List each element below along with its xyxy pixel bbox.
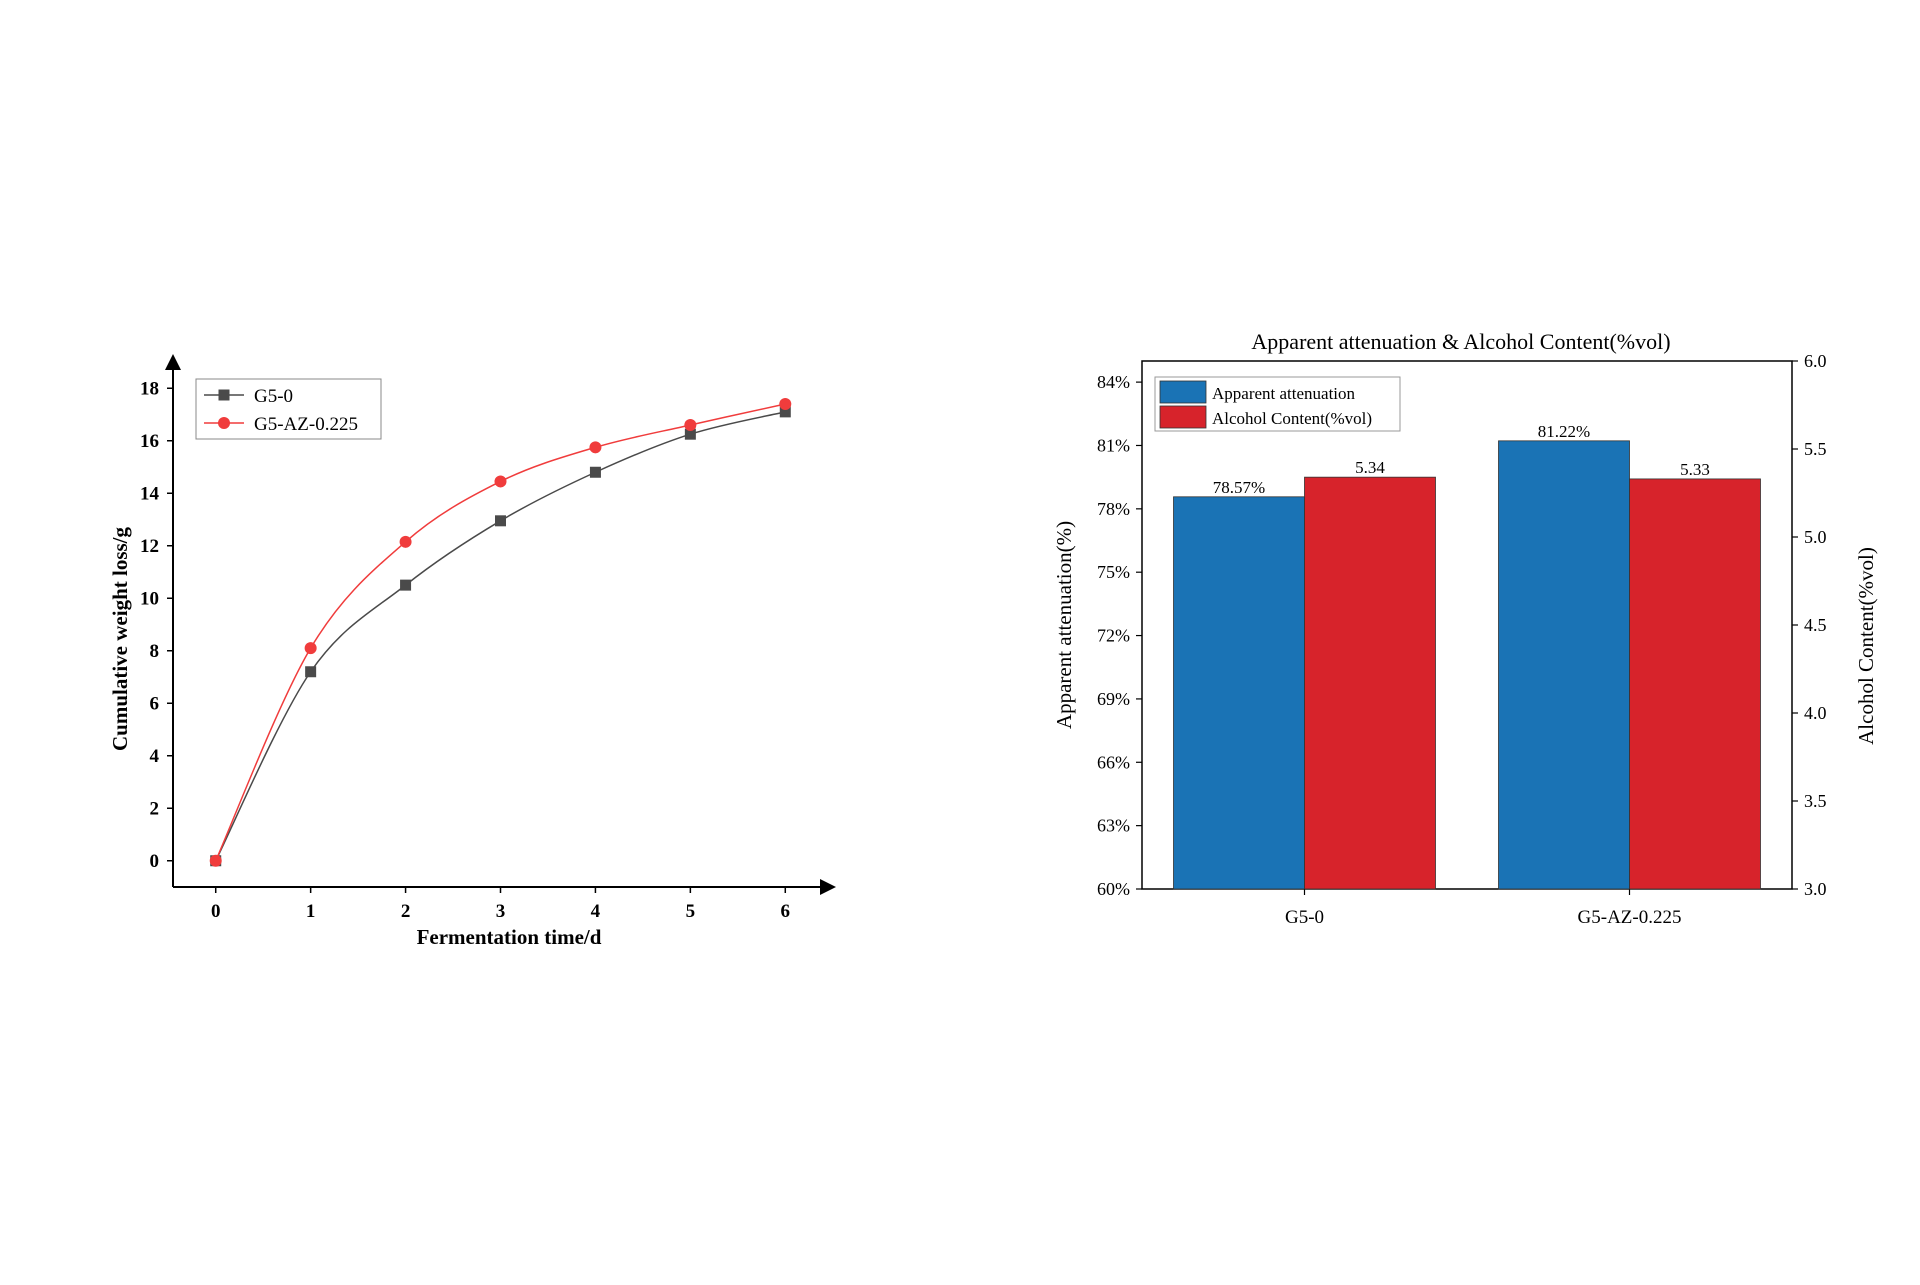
legend-label-g5-az: G5-AZ-0.225 xyxy=(254,414,358,435)
x-tick-label: G5-0 xyxy=(1285,907,1324,928)
data-point xyxy=(589,466,601,478)
bar-0-1 xyxy=(1498,440,1630,890)
y-tick-label: 10 xyxy=(140,588,159,609)
data-point xyxy=(779,406,791,418)
x-ticks: G5-0 G5-AZ-0.225 xyxy=(1285,889,1682,928)
data-point xyxy=(399,535,412,548)
right-tick-label: 3.0 xyxy=(1804,879,1827,899)
x-tick-label: 5 xyxy=(686,901,696,922)
y-tick-label: 12 xyxy=(140,536,159,557)
x-tick-label: 4 xyxy=(591,901,601,922)
legend: G5-0 G5-AZ-0.225 xyxy=(195,378,382,440)
right-tick-label: 5.5 xyxy=(1804,439,1827,459)
legend-swatch-alcohol xyxy=(1159,405,1207,429)
left-tick-label: 84% xyxy=(1097,372,1130,392)
x-axis-label: Fermentation time/d xyxy=(417,925,602,949)
y-tick-label: 14 xyxy=(140,483,160,504)
y-tick-label: 8 xyxy=(150,641,160,662)
left-tick-label: 69% xyxy=(1097,689,1130,709)
bar-1-0 xyxy=(1304,476,1436,890)
x-ticks: 0 1 2 3 4 5 6 xyxy=(211,887,790,922)
bar-chart: Apparent attenuation & Alcohol Content(%… xyxy=(1052,329,1878,928)
right-tick-label: 5.0 xyxy=(1804,527,1827,547)
y-ticks: 0 2 4 6 8 10 12 14 16 18 xyxy=(140,378,173,872)
left-tick-label: 60% xyxy=(1097,879,1130,899)
right-y-axis-label: Alcohol Content(%vol) xyxy=(1854,547,1878,745)
data-point xyxy=(494,475,507,488)
x-tick-label: G5-AZ-0.225 xyxy=(1578,907,1682,928)
bar-value-label: 78.57% xyxy=(1213,478,1265,497)
right-tick-label: 4.5 xyxy=(1804,615,1827,635)
series-line-0 xyxy=(215,411,786,862)
bar-1-1 xyxy=(1629,478,1761,890)
y-tick-label: 6 xyxy=(150,693,160,714)
legend-label-g5-0: G5-0 xyxy=(254,386,293,407)
legend-label-attenuation: Apparent attenuation xyxy=(1212,384,1356,403)
legend-marker-square xyxy=(218,389,230,401)
data-point xyxy=(304,642,317,655)
left-tick-label: 63% xyxy=(1097,816,1130,836)
series-group xyxy=(209,398,792,867)
right-y-ticks: 3.0 3.5 4.0 4.5 5.0 5.5 6.0 xyxy=(1792,351,1827,899)
left-tick-label: 72% xyxy=(1097,626,1130,646)
y-tick-label: 18 xyxy=(140,378,159,399)
data-point xyxy=(209,854,222,867)
y-axis-label: Cumulative weight loss/g xyxy=(108,527,132,752)
data-point xyxy=(305,666,317,678)
data-point xyxy=(495,515,506,527)
data-point xyxy=(779,398,792,410)
bar-value-label: 5.33 xyxy=(1680,460,1710,479)
right-tick-label: 6.0 xyxy=(1804,351,1827,371)
left-tick-label: 75% xyxy=(1097,562,1130,582)
left-tick-label: 81% xyxy=(1097,435,1130,455)
right-tick-label: 4.0 xyxy=(1804,703,1827,723)
bar-chart-title: Apparent attenuation & Alcohol Content(%… xyxy=(1251,329,1670,354)
legend-label-alcohol: Alcohol Content(%vol) xyxy=(1212,409,1372,428)
data-point xyxy=(684,419,697,431)
right-tick-label: 3.5 xyxy=(1804,791,1827,811)
bar-value-label: 81.22% xyxy=(1538,422,1590,441)
bar-0-0 xyxy=(1173,496,1305,890)
left-y-axis-label: Apparent attenuation(%) xyxy=(1052,521,1076,729)
y-tick-label: 4 xyxy=(150,746,160,767)
series-line-1 xyxy=(215,403,786,862)
y-tick-label: 2 xyxy=(150,798,160,819)
left-tick-label: 66% xyxy=(1097,752,1130,772)
x-tick-label: 3 xyxy=(496,901,506,922)
y-tick-label: 0 xyxy=(150,851,160,872)
x-tick-label: 2 xyxy=(401,901,411,922)
y-tick-label: 16 xyxy=(140,431,159,452)
left-y-ticks: 60% 63% 66% 69% 72% 75% 78% 81% 84% xyxy=(1097,372,1142,899)
legend-swatch-attenuation xyxy=(1159,380,1207,404)
x-tick-label: 6 xyxy=(781,901,791,922)
data-point xyxy=(400,579,412,591)
bars-group: 78.57% 5.34 81.22% 5.33 xyxy=(1173,422,1761,890)
data-point xyxy=(589,441,602,454)
legend-box xyxy=(195,378,382,440)
x-tick-label: 0 xyxy=(211,901,221,922)
left-tick-label: 78% xyxy=(1097,499,1130,519)
bar-value-label: 5.34 xyxy=(1355,458,1385,477)
legend: Apparent attenuation Alcohol Content(%vo… xyxy=(1154,376,1401,432)
legend-marker-circle xyxy=(218,417,230,429)
data-point xyxy=(684,428,696,440)
x-tick-label: 1 xyxy=(306,901,316,922)
